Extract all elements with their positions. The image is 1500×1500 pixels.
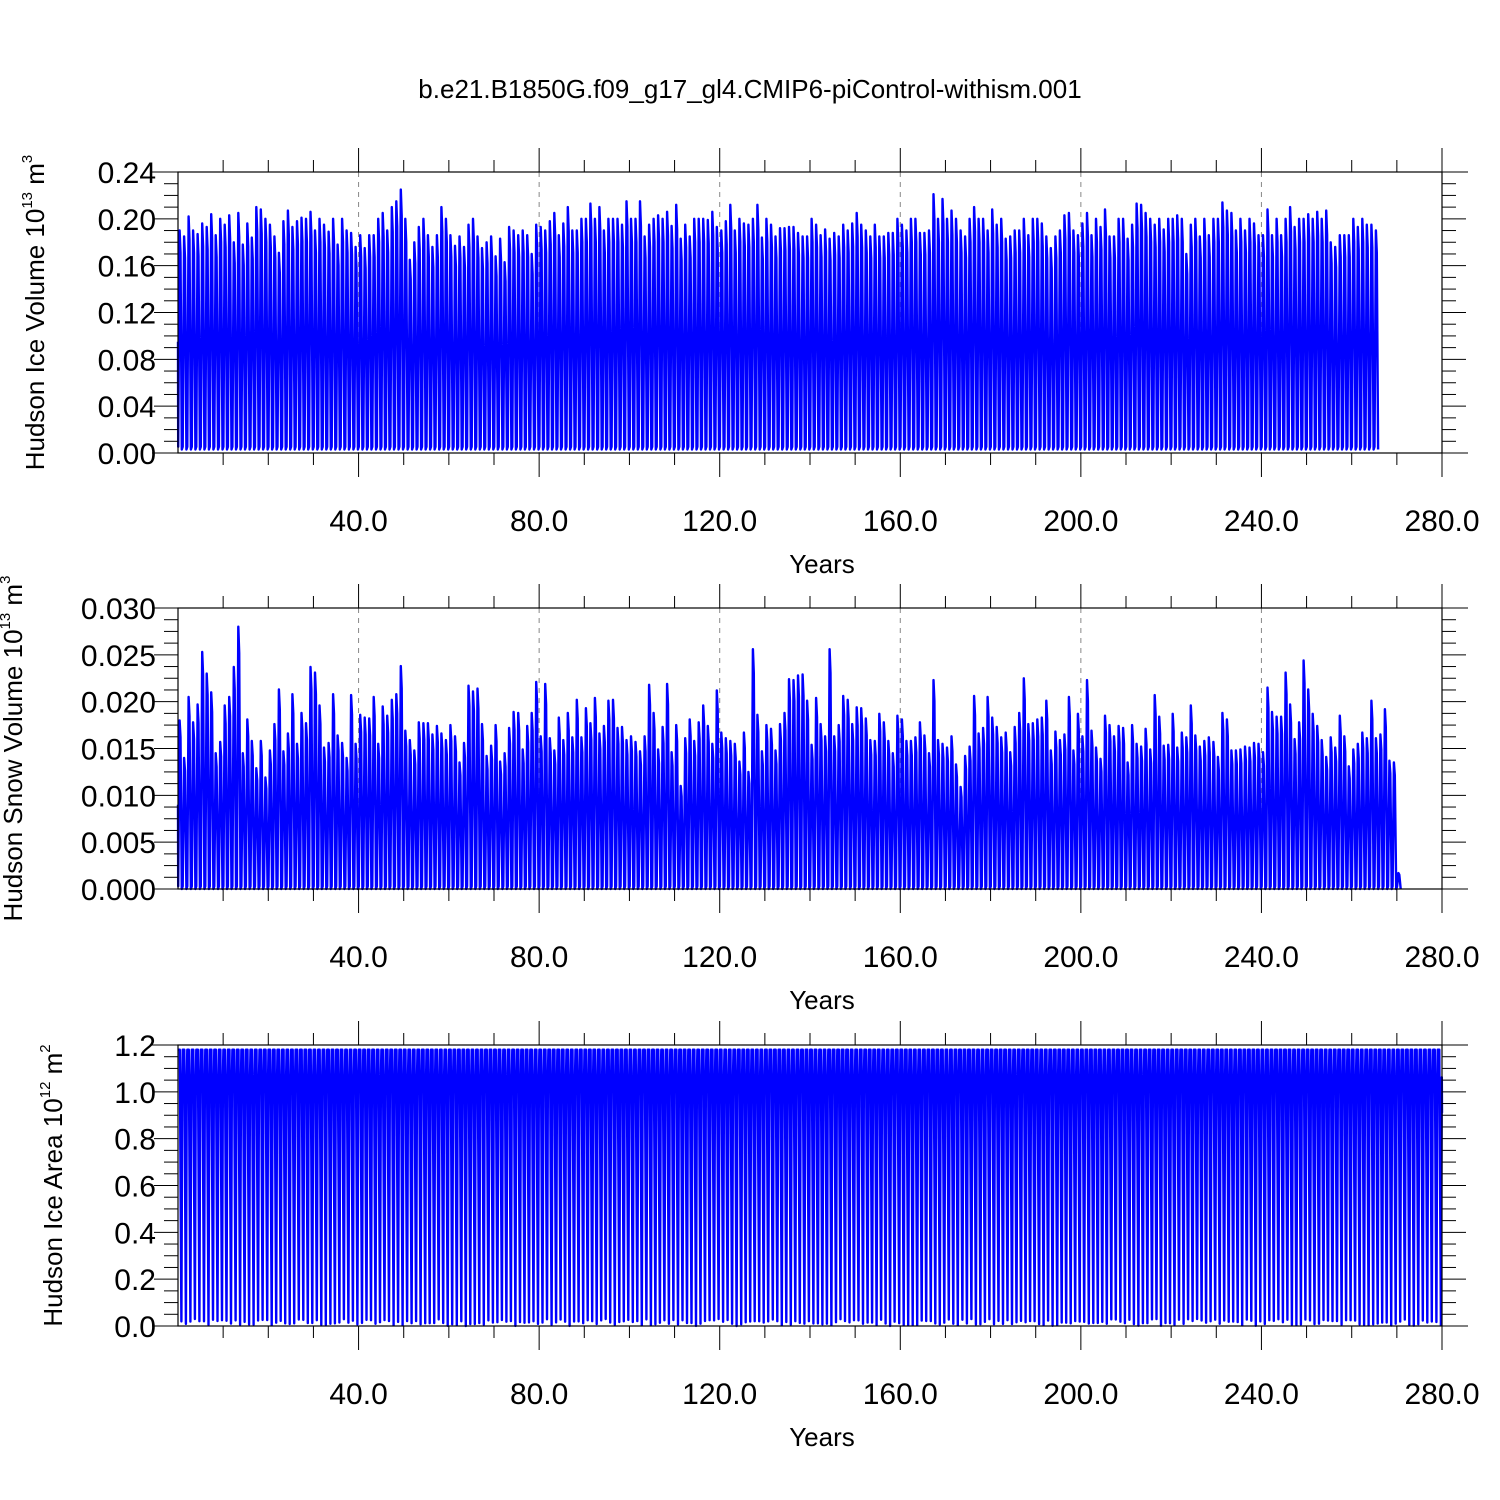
x-tick-label: 200.0 (1043, 1378, 1118, 1411)
x-tick-label: 240.0 (1224, 941, 1299, 974)
x-tick-label: 200.0 (1043, 941, 1118, 974)
y-axis-label-unit-exponent: 3 (19, 155, 36, 163)
x-tick-label: 40.0 (329, 1378, 387, 1411)
y-axis-label-unit: m (38, 1053, 68, 1082)
x-tick-label: 280.0 (1404, 505, 1479, 538)
x-tick-label: 160.0 (863, 505, 938, 538)
y-axis-label-unit-exponent: 2 (37, 1044, 54, 1052)
y-tick-label: 0.000 (81, 874, 156, 907)
x-tick-label: 160.0 (863, 941, 938, 974)
panel-2: 0.000 0.005 0.010 0.015 0.020 0.025 0.030 40.0 8… (0, 576, 1480, 1015)
x-tick-label: 120.0 (682, 1378, 757, 1411)
y-axis-label-exponent: 13 (0, 613, 14, 630)
y-tick-label: 0.005 (81, 827, 156, 860)
x-tick-label: 120.0 (682, 941, 757, 974)
x-tick-label: 200.0 (1043, 505, 1118, 538)
figure-title: b.e21.B1850G.f09_g17_gl4.CMIP6-piControl… (418, 74, 1081, 104)
y-axis-label-text: Hudson Ice Area 10 (38, 1098, 68, 1326)
x-tick-label: 40.0 (329, 505, 387, 538)
y-axis-label-text: Hudson Ice Volume 10 (20, 209, 50, 471)
series-line (178, 1048, 1444, 1328)
x-tick-label: 80.0 (510, 505, 568, 538)
x-tick-label: 40.0 (329, 941, 387, 974)
y-axis-label-exponent: 13 (19, 192, 36, 209)
x-tick-label: 240.0 (1224, 505, 1299, 538)
y-tick-label: 0.010 (81, 780, 156, 813)
panel-1: 0.00 0.04 0.08 0.12 0.16 0.20 0.24 40.0 80.0 120.… (19, 148, 1480, 579)
y-axis-label: Hudson Ice Volume 1013 m3 (19, 155, 50, 471)
y-tick-label: 0.00 (98, 438, 156, 471)
y-axis-label-unit-exponent: 3 (0, 576, 14, 584)
y-axis-label: Hudson Snow Volume 1013 m3 (0, 576, 28, 922)
x-tick-label: 280.0 (1404, 941, 1479, 974)
y-tick-label: 0.025 (81, 640, 156, 673)
y-tick-label: 1.2 (114, 1030, 156, 1063)
series-line (176, 188, 1380, 451)
y-tick-label: 0.6 (114, 1171, 156, 1204)
y-tick-label: 0.030 (81, 593, 156, 626)
y-axis-label: Hudson Ice Area 1012 m2 (37, 1044, 68, 1326)
x-tick-label: 80.0 (510, 1378, 568, 1411)
y-tick-label: 0.08 (98, 344, 156, 377)
y-tick-label: 0.015 (81, 734, 156, 767)
x-axis-label: Years (789, 985, 855, 1015)
x-tick-label: 80.0 (510, 941, 568, 974)
y-tick-label: 0.24 (98, 157, 156, 190)
y-axis-label-unit: m (20, 163, 50, 192)
y-tick-label: 0.4 (114, 1217, 156, 1250)
x-axis-label: Years (789, 1422, 855, 1452)
y-tick-label: 1.0 (114, 1077, 156, 1110)
y-tick-label: 0.04 (98, 391, 156, 424)
y-tick-label: 0.0 (114, 1311, 156, 1344)
y-tick-label: 0.20 (98, 204, 156, 237)
x-tick-label: 120.0 (682, 505, 757, 538)
y-tick-label: 0.2 (114, 1264, 156, 1297)
y-axis-label-text: Hudson Snow Volume 10 (0, 629, 28, 921)
y-axis-label-exponent: 12 (37, 1082, 54, 1099)
x-axis-label: Years (789, 549, 855, 579)
y-tick-label: 0.12 (98, 298, 156, 331)
y-tick-label: 0.16 (98, 251, 156, 284)
y-axis-label-unit: m (0, 584, 28, 613)
y-tick-label: 0.020 (81, 687, 156, 720)
series-line (176, 625, 1402, 891)
x-tick-label: 160.0 (863, 1378, 938, 1411)
x-tick-label: 240.0 (1224, 1378, 1299, 1411)
y-tick-label: 0.8 (114, 1124, 156, 1157)
panel-3: 0.0 0.2 0.4 0.6 0.8 1.0 1.2 40.0 80.0 120.0 160.0 2… (37, 1021, 1480, 1452)
x-tick-label: 280.0 (1404, 1378, 1479, 1411)
